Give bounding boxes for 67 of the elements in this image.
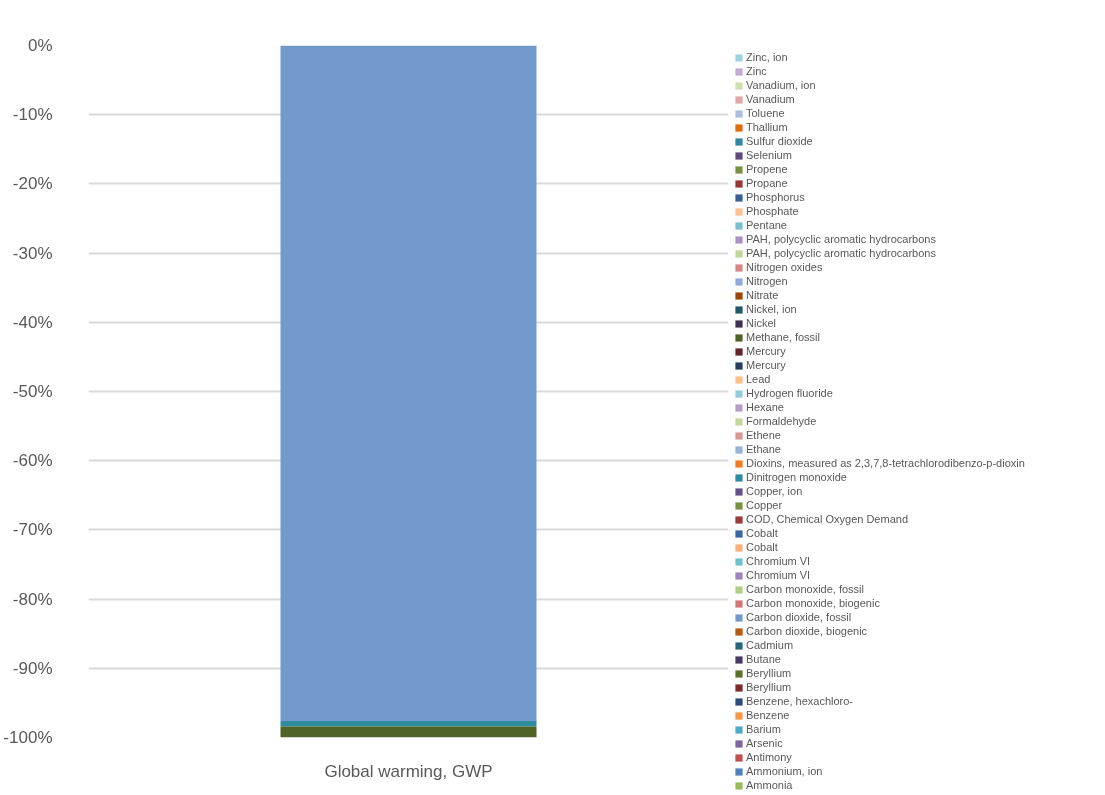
legend-label: Methane, fossil xyxy=(746,331,820,343)
y-tick-label: -30% xyxy=(12,243,53,263)
legend-label: Pentane xyxy=(746,219,787,231)
bar xyxy=(280,720,537,727)
legend-label: Dinitrogen monoxide xyxy=(746,471,847,483)
legend-label: Ethane xyxy=(746,443,781,455)
legend-label: Nickel xyxy=(746,317,776,329)
y-tick-label: 0% xyxy=(27,36,53,55)
legend-label: Zinc, ion xyxy=(746,51,788,63)
y-tick-label: -50% xyxy=(12,382,53,401)
legend-label: Cadmium xyxy=(746,639,794,651)
legend-label: Propene xyxy=(746,163,788,175)
legend-label: Phosphate xyxy=(746,205,799,217)
y-tick-label: -90% xyxy=(12,658,53,678)
legend-label: Phosphorus xyxy=(746,191,805,203)
legend-label: Carbon dioxide, fossil xyxy=(746,611,852,623)
legend-label: Cobalt xyxy=(746,541,778,553)
legend-label: Copper xyxy=(746,499,783,511)
legend-label: Mercury xyxy=(746,359,786,371)
y-tick-label: -40% xyxy=(12,312,53,332)
legend-label: Zinc xyxy=(746,65,767,77)
legend-label: Arsenic xyxy=(746,737,783,749)
legend-label: Ethene xyxy=(746,429,781,441)
legend-label: Benzene xyxy=(746,709,790,721)
legend-label: Carbon monoxide, fossil xyxy=(746,583,865,595)
legend-label: Vanadium, ion xyxy=(746,79,816,91)
bar xyxy=(280,726,537,738)
legend-label: Dioxins, measured as 2,3,7,8-tetrachlorodibenzo-p-dioxin xyxy=(746,457,1025,469)
y-tick-label: -100% xyxy=(3,728,53,747)
legend-label: Lead xyxy=(746,373,771,385)
legend-label: Cobalt xyxy=(746,527,778,539)
legend-label: Nitrate xyxy=(746,289,779,301)
legend-label: Mercury xyxy=(746,345,786,357)
legend-label: Copper, ion xyxy=(746,485,803,497)
y-tick-label: -60% xyxy=(12,451,53,471)
y-tick-label: -10% xyxy=(12,105,53,125)
legend-label: Hexane xyxy=(746,401,784,413)
legend-label: Ammonia xyxy=(746,779,793,791)
legend-label: Carbon monoxide, biogenic xyxy=(746,597,880,609)
y-tick-label: -70% xyxy=(12,520,53,540)
legend-label: Formaldehyde xyxy=(746,415,817,427)
legend-label: Chromium VI xyxy=(746,569,811,581)
legend-label: Sulfur dioxide xyxy=(746,135,813,147)
legend-label: Hydrogen fluoride xyxy=(746,387,833,399)
legend-label: Ammonium, ion xyxy=(746,765,823,777)
legend-label: Propane xyxy=(746,177,788,189)
legend-label: COD, Chemical Oxygen Demand xyxy=(746,513,909,525)
legend-label: PAH, polycyclic aromatic hydrocarbons xyxy=(746,247,936,259)
legend-label: Vanadium xyxy=(746,93,795,105)
x-tick-label: Global warming, GWP xyxy=(324,761,493,781)
legend-label: Benzene, hexachloro- xyxy=(746,695,854,707)
legend-label: Thallium xyxy=(746,121,788,133)
legend-label: Antimony xyxy=(746,751,792,763)
legend-label: Carbon dioxide, biogenic xyxy=(746,625,868,637)
legend-label: Barium xyxy=(746,723,781,735)
legend-label: Chromium VI xyxy=(746,555,811,567)
legend-label: Nitrogen oxides xyxy=(746,261,823,273)
legend-label: PAH, polycyclic aromatic hydrocarbons xyxy=(746,233,936,245)
y-tick-label: -80% xyxy=(12,589,53,609)
legend-label: Nickel, ion xyxy=(746,303,797,315)
legend-label: Beryllium xyxy=(746,681,792,693)
legend-label: Nitrogen xyxy=(746,275,788,287)
legend-label: Toluene xyxy=(746,107,785,119)
legend-label: Beryllium xyxy=(746,667,792,679)
legend-label: Butane xyxy=(746,653,781,665)
y-tick-label: -20% xyxy=(12,174,53,194)
legend-label: Selenium xyxy=(746,149,792,161)
